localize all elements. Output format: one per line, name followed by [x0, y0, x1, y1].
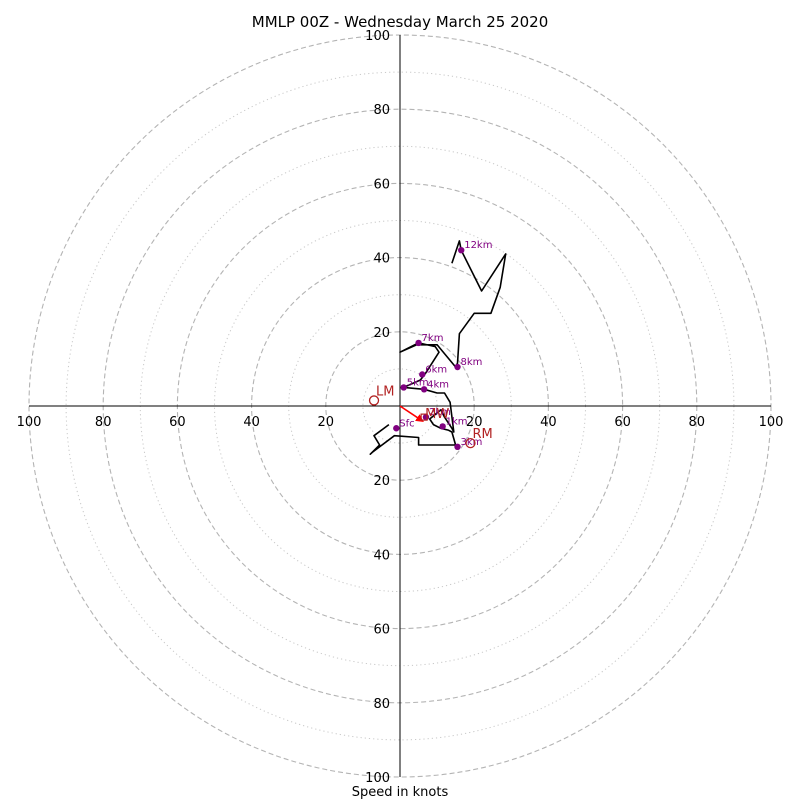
height-label-6km: 6km: [425, 364, 447, 375]
tick-label-left-80: 80: [95, 415, 112, 430]
height-marker-8km: [454, 363, 461, 371]
height-marker-sfc: [393, 425, 400, 432]
tick-labels: 20 40 60 80 100 20 40 60 80 100 20 40 60 80 100 20 40 60 8…: [17, 29, 784, 786]
mean-wind-marker: [420, 413, 428, 421]
height-marker-5km: [400, 384, 407, 391]
tick-label-up-20: 20: [373, 326, 390, 341]
tick-label-down-40: 40: [373, 548, 390, 563]
tick-label-down-100: 100: [365, 771, 390, 786]
tick-label-up-100: 100: [365, 29, 390, 44]
tick-label-up-60: 60: [373, 177, 390, 192]
tick-label-right-100: 100: [759, 415, 784, 430]
height-marker-4km: [420, 386, 428, 393]
height-label-1km: 1km: [446, 416, 468, 427]
x-axis-label: Speed in knots: [352, 785, 449, 800]
tick-label-left-40: 40: [243, 415, 260, 430]
height-marker-12km: [458, 246, 465, 254]
storm-motion-vector: [399, 405, 424, 422]
height-marker-6km: [419, 371, 426, 378]
height-marker-3km: [454, 443, 461, 451]
height-label-12km: 12km: [464, 240, 492, 251]
height-label-3km: 3km: [461, 437, 483, 448]
tick-label-right-80: 80: [689, 415, 706, 430]
tick-label-up-40: 40: [373, 252, 390, 267]
height-label-4km: 4km: [427, 379, 449, 390]
height-marker-7km: [415, 339, 422, 347]
tick-label-down-20: 20: [373, 474, 390, 489]
height-marker-1km: [439, 423, 446, 430]
hodograph-line: [369, 240, 507, 456]
storm-motion-marker-rm: [465, 437, 476, 449]
height-label-sfc: Sfc: [399, 418, 414, 429]
storm-motion-label-lm: LM: [376, 384, 394, 399]
tick-label-down-60: 60: [373, 623, 390, 638]
tick-label-down-80: 80: [373, 697, 390, 712]
tick-label-left-100: 100: [17, 415, 42, 430]
tick-label-right-40: 40: [540, 415, 557, 430]
tick-label-left-20: 20: [318, 415, 335, 430]
tick-label-left-60: 60: [169, 415, 186, 430]
tick-label-up-80: 80: [373, 103, 390, 118]
storm-motion-label-rm: RM: [472, 427, 492, 442]
storm-motion-marker-lm: [368, 395, 380, 406]
height-label-8km: 8km: [461, 357, 483, 368]
height-label-2km: 2km: [429, 407, 451, 418]
tick-label-right-20: 20: [466, 415, 483, 430]
height-label-7km: 7km: [422, 333, 444, 344]
storm-motion: LM RM MW: [368, 384, 493, 449]
height-label-5km: 5km: [407, 377, 429, 388]
mean-wind-label: MW: [425, 407, 449, 422]
hodograph-trace: [369, 240, 507, 456]
tick-label-right-60: 60: [614, 415, 631, 430]
chart-title: MMLP 00Z - Wednesday March 25 2020: [252, 13, 549, 31]
